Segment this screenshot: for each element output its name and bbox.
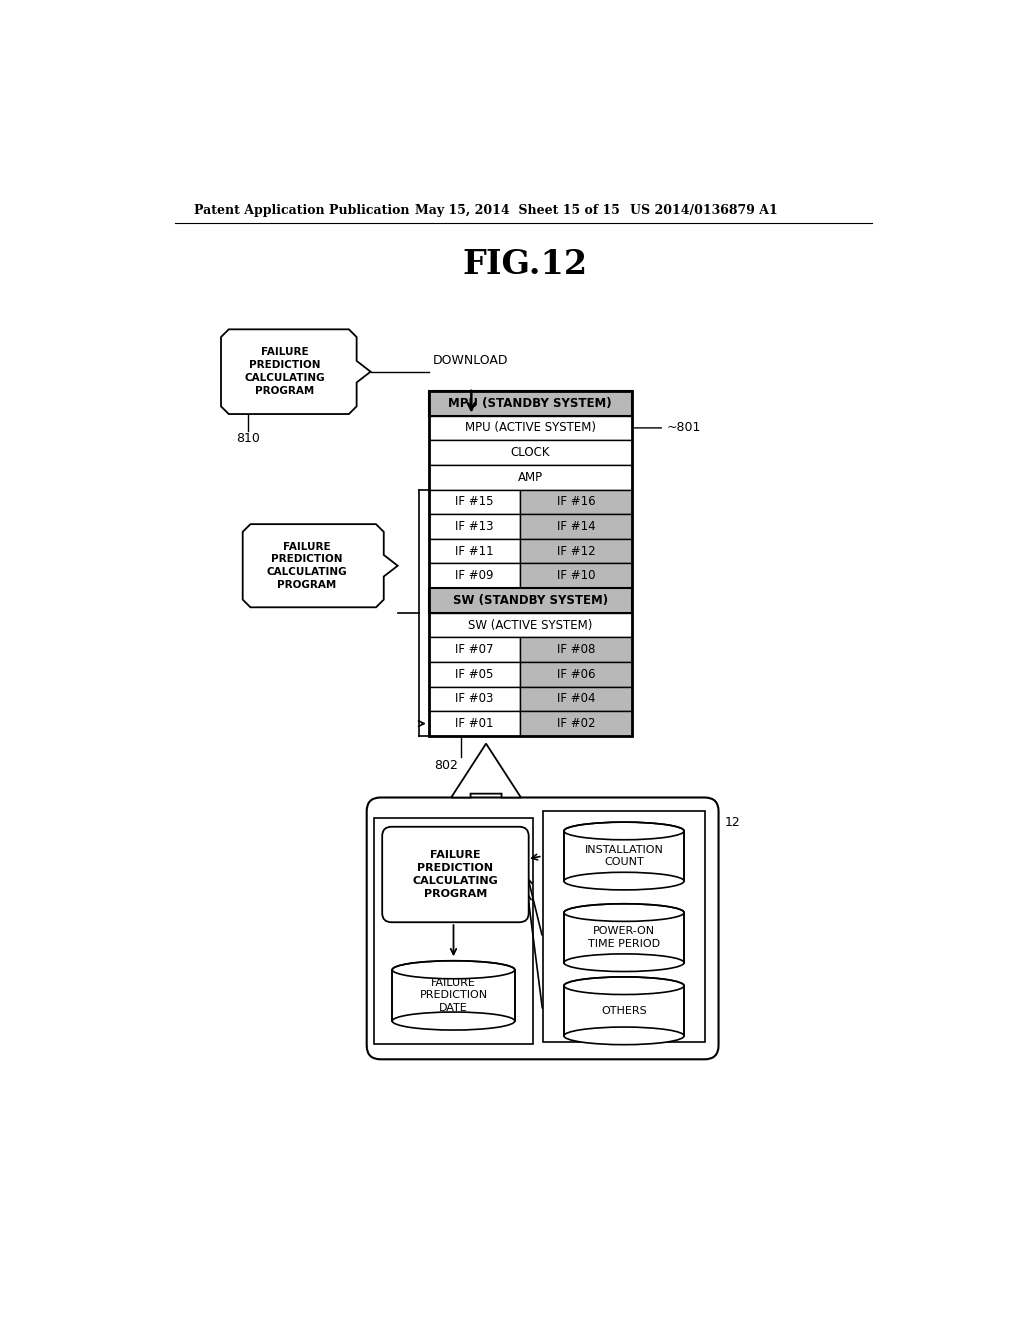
Bar <box>429 391 632 416</box>
Text: IF #10: IF #10 <box>557 569 595 582</box>
Bar <box>429 441 632 465</box>
Text: IF #15: IF #15 <box>455 495 494 508</box>
Ellipse shape <box>564 822 684 840</box>
Bar <box>564 986 684 1036</box>
Bar <box>429 465 632 490</box>
Text: IF #08: IF #08 <box>557 643 595 656</box>
Text: US 2014/0136879 A1: US 2014/0136879 A1 <box>630 205 778 218</box>
Bar <box>429 416 632 441</box>
Text: SW (STANDBY SYSTEM): SW (STANDBY SYSTEM) <box>453 594 608 607</box>
Text: FAILURE
PREDICTION
CALCULATING
PROGRAM: FAILURE PREDICTION CALCULATING PROGRAM <box>245 347 326 396</box>
Text: CLOCK: CLOCK <box>511 446 550 459</box>
Bar <box>520 515 632 539</box>
Polygon shape <box>452 743 521 797</box>
Ellipse shape <box>392 961 515 978</box>
Bar <box>392 970 515 1022</box>
Ellipse shape <box>564 977 684 994</box>
Bar <box>543 812 706 1043</box>
Ellipse shape <box>564 904 684 921</box>
Text: Patent Application Publication: Patent Application Publication <box>194 205 410 218</box>
Bar <box>520 663 632 686</box>
Text: DOWNLOAD: DOWNLOAD <box>432 354 508 367</box>
Bar <box>564 912 684 962</box>
Bar <box>429 564 520 589</box>
Text: 810: 810 <box>237 432 260 445</box>
Polygon shape <box>243 524 397 607</box>
Text: IF #09: IF #09 <box>455 569 494 582</box>
Bar <box>429 589 632 612</box>
Text: IF #05: IF #05 <box>456 668 494 681</box>
Text: 802: 802 <box>434 759 458 772</box>
Bar <box>520 539 632 564</box>
Bar <box>429 663 520 686</box>
Text: MPU (ACTIVE SYSTEM): MPU (ACTIVE SYSTEM) <box>465 421 596 434</box>
Bar <box>429 638 520 663</box>
FancyBboxPatch shape <box>382 826 528 923</box>
Text: SW (ACTIVE SYSTEM): SW (ACTIVE SYSTEM) <box>468 619 593 631</box>
Bar <box>564 832 684 880</box>
Bar <box>520 490 632 515</box>
Text: INSTALLATION
COUNT: INSTALLATION COUNT <box>585 845 664 867</box>
Text: IF #03: IF #03 <box>456 693 494 705</box>
Text: POWER-ON
TIME PERIOD: POWER-ON TIME PERIOD <box>588 927 660 949</box>
Text: FAILURE
PREDICTION
DATE: FAILURE PREDICTION DATE <box>420 978 487 1012</box>
Text: 12: 12 <box>725 816 740 829</box>
Bar <box>429 515 520 539</box>
Text: IF #14: IF #14 <box>557 520 595 533</box>
Bar <box>429 711 520 737</box>
Ellipse shape <box>564 1027 684 1044</box>
Text: IF #13: IF #13 <box>455 520 494 533</box>
Text: IF #12: IF #12 <box>557 545 595 557</box>
Text: IF #04: IF #04 <box>557 693 595 705</box>
Bar <box>520 711 632 737</box>
Bar <box>429 612 632 638</box>
Text: IF #07: IF #07 <box>455 643 494 656</box>
Ellipse shape <box>564 954 684 972</box>
Text: IF #16: IF #16 <box>557 495 595 508</box>
Ellipse shape <box>392 1012 515 1030</box>
Bar <box>520 564 632 589</box>
Text: IF #11: IF #11 <box>455 545 494 557</box>
Bar <box>429 490 520 515</box>
Ellipse shape <box>564 873 684 890</box>
Text: FAILURE
PREDICTION
CALCULATING
PROGRAM: FAILURE PREDICTION CALCULATING PROGRAM <box>413 850 499 899</box>
Polygon shape <box>221 330 371 414</box>
Bar <box>429 686 520 711</box>
FancyBboxPatch shape <box>367 797 719 1059</box>
Text: ~801: ~801 <box>667 421 701 434</box>
Bar <box>520 686 632 711</box>
Text: FIG.12: FIG.12 <box>462 248 588 281</box>
Bar <box>375 817 532 1044</box>
Text: OTHERS: OTHERS <box>601 1006 647 1016</box>
Bar <box>429 391 632 737</box>
Text: MPU (STANDBY SYSTEM): MPU (STANDBY SYSTEM) <box>449 397 612 409</box>
Text: IF #06: IF #06 <box>557 668 595 681</box>
Text: IF #02: IF #02 <box>557 717 595 730</box>
Text: FAILURE
PREDICTION
CALCULATING
PROGRAM: FAILURE PREDICTION CALCULATING PROGRAM <box>266 541 347 590</box>
Text: IF #01: IF #01 <box>455 717 494 730</box>
Bar <box>429 539 520 564</box>
Text: May 15, 2014  Sheet 15 of 15: May 15, 2014 Sheet 15 of 15 <box>415 205 620 218</box>
Text: AMP: AMP <box>518 471 543 483</box>
Bar <box>520 638 632 663</box>
